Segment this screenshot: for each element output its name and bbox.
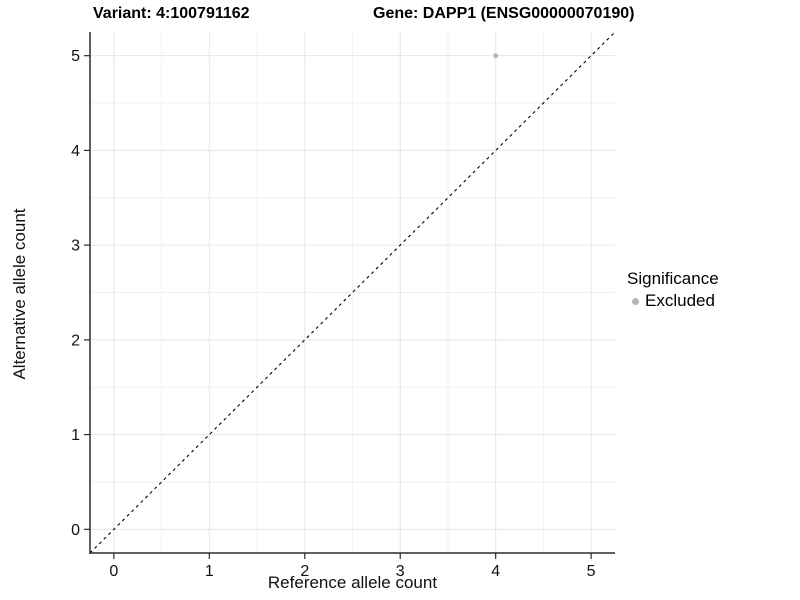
legend-entry-excluded: Excluded [627, 291, 719, 311]
x-axis-tick-label: 5 [587, 563, 596, 580]
y-axis-tick-label: 0 [71, 522, 80, 539]
x-axis-tick-label: 2 [300, 563, 309, 580]
x-axis-tick-label: 1 [205, 563, 214, 580]
legend: Significance Excluded [627, 269, 719, 311]
plot-title-variant: Variant: 4:100791162 [93, 5, 250, 22]
y-axis-tick-label: 1 [71, 427, 80, 444]
legend-title: Significance [627, 269, 719, 288]
y-axis-tick-label: 5 [71, 48, 80, 65]
data-point-excluded [493, 53, 499, 59]
y-axis-tick-label: 2 [71, 332, 80, 349]
plot-title-gene: Gene: DAPP1 (ENSG00000070190) [373, 5, 635, 22]
y-axis-tick-label: 3 [71, 238, 80, 255]
legend-entry-label: Excluded [645, 291, 715, 310]
x-axis-tick-label: 4 [491, 563, 500, 580]
legend-point-icon [632, 297, 639, 305]
y-axis-tick-label: 4 [71, 143, 80, 160]
x-axis-tick-label: 0 [109, 563, 118, 580]
x-axis-tick-label: 3 [396, 563, 405, 580]
x-axis-title: Reference allele count [267, 573, 438, 592]
